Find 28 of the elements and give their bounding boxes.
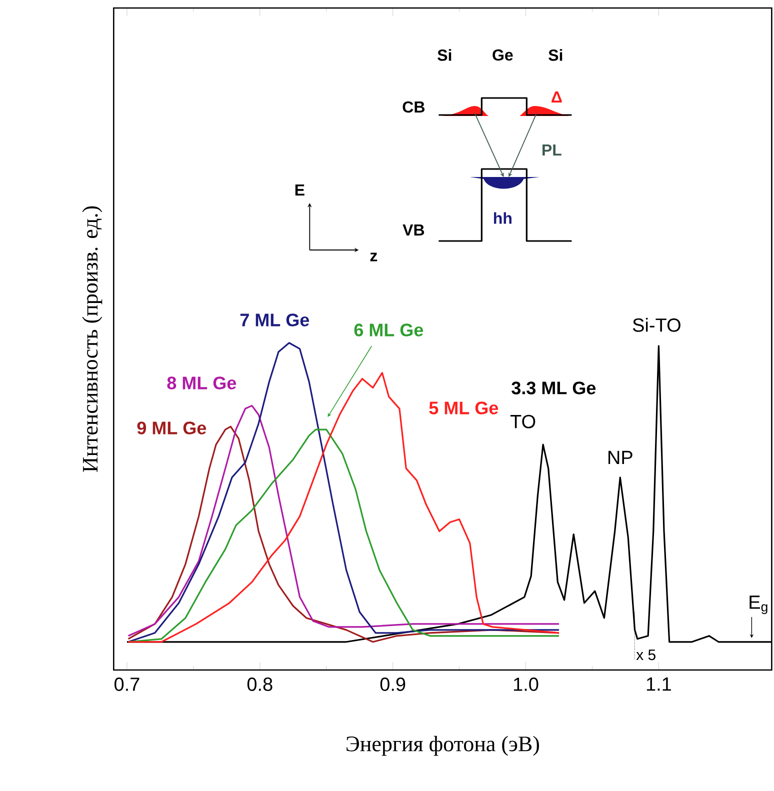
y-axis-title: Интенсивность (произв. ед.) [82, 206, 102, 472]
text: z [370, 252, 378, 262]
text: Si [548, 49, 562, 61]
x-tick-label: 0.8 [248, 678, 272, 691]
text: VB [402, 224, 424, 236]
annotation: Si-TO [633, 318, 681, 332]
x-axis-title: Энергия фотона (эВ) [346, 736, 540, 756]
series-label: 9 ML Ge [137, 422, 206, 434]
text: Si [438, 49, 452, 61]
x-tick-label: 1.1 [647, 678, 672, 691]
annotation: x 5 [636, 650, 656, 660]
x-tick-label: 0.7 [114, 678, 140, 691]
annotation: NP [608, 450, 632, 464]
text: E [296, 184, 305, 196]
x-tick-label: 1.0 [514, 678, 538, 691]
annotation: E$_{g}$ [750, 596, 768, 614]
x-tick-label: 0.9 [380, 678, 406, 691]
text: CB [402, 101, 425, 113]
series-label: 8 ML Ge [167, 376, 236, 390]
text: Ge [492, 49, 513, 61]
text: Δ [552, 91, 562, 102]
series-label: 5 ML Ge [429, 402, 498, 414]
text: hh [494, 212, 512, 224]
series-label: 7 ML Ge [240, 314, 310, 326]
text: 3.3 ML Ge [512, 382, 596, 394]
text: 6 ML Ge [354, 324, 424, 336]
text: PL [542, 144, 562, 156]
annotation: TO [510, 414, 536, 428]
